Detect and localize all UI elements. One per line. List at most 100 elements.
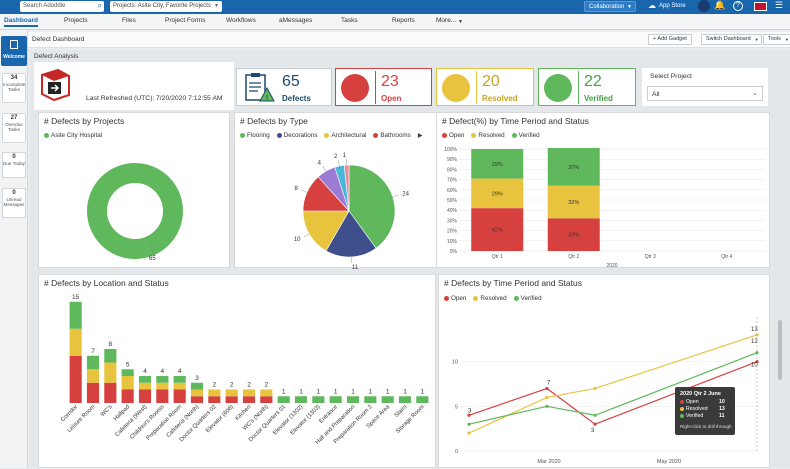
chevron-down-icon: ▼ [627, 4, 632, 10]
data-label: 65 [149, 256, 156, 262]
bar-data-label: 42% [492, 228, 503, 234]
bar-segment [260, 390, 272, 397]
kpi-resolved-label: Resolved [482, 94, 518, 103]
nav-dashboard[interactable]: Dashboard [4, 17, 38, 27]
bar-segment [70, 356, 82, 403]
bar-segment [191, 390, 203, 397]
help-icon[interactable]: ? [733, 1, 743, 11]
y-tick-label: 30% [447, 218, 458, 224]
y-tick-label: 70% [447, 178, 458, 184]
bar-segment [104, 383, 116, 403]
x-tick-label: Qtr 1 [492, 254, 503, 260]
bar-total-label: 7 [91, 348, 95, 355]
search-icon[interactable]: ⌕ [98, 1, 102, 11]
bar-segment [278, 396, 290, 403]
bar-segment [174, 376, 186, 383]
collaboration-button[interactable]: Collaboration ▼ [584, 1, 636, 12]
kpi-defects[interactable]: ! 65 Defects [236, 68, 332, 106]
pie-data-label: 24 [402, 192, 409, 198]
y-tick-label: 80% [447, 167, 458, 173]
nav-workflows[interactable]: Workflows [226, 17, 256, 24]
bar-segment [330, 396, 342, 403]
uk-flag-icon[interactable] [754, 2, 767, 11]
y-tick-label: 5 [455, 404, 458, 410]
pie-leader-line [323, 166, 326, 171]
bar-segment [139, 383, 151, 390]
donut-chart[interactable]: 65 [39, 113, 231, 269]
add-gadget-button[interactable]: + Add Gadget [648, 34, 692, 45]
bar-total-label: 1 [369, 388, 373, 395]
data-point [545, 387, 548, 390]
kpi-divider [578, 71, 579, 104]
tooltip-hint: Right-click to drill through [680, 424, 732, 429]
incomplete-tasks-label: Incomplete Tasks [3, 82, 25, 92]
welcome-label: Welcome [1, 54, 27, 60]
nav-more[interactable]: More... [436, 17, 456, 24]
home-icon [10, 40, 18, 49]
pie-data-label: 4 [318, 161, 322, 167]
data-point [593, 387, 596, 390]
y-tick-label: 0% [450, 249, 458, 255]
welcome-tab[interactable]: Welcome [1, 36, 27, 66]
avatar[interactable] [698, 0, 710, 12]
top-bar: Search Adoddle ⌕ Projects: Asite City, F… [0, 0, 790, 14]
kpi-verified-value: 22 [584, 73, 602, 91]
kpi-verified[interactable]: 22 Verified [538, 68, 636, 106]
nav-projects[interactable]: Projects [64, 17, 87, 24]
data-point [755, 351, 758, 354]
bar-segment [312, 396, 324, 403]
bar-data-label: 32% [568, 200, 579, 206]
y-tick-label: 100% [444, 147, 457, 153]
y-tick-label: 0 [455, 449, 458, 455]
nav-reports[interactable]: Reports [392, 17, 415, 24]
search-box[interactable]: Search Adoddle ⌕ [20, 1, 104, 12]
last-refreshed-label: Last Refreshed (UTC): [86, 95, 154, 102]
scrollbar[interactable] [778, 320, 782, 380]
nav-project-forms[interactable]: Project Forms [165, 17, 205, 24]
main-nav: Dashboard Projects Files Project Forms W… [0, 14, 790, 30]
projects-selector[interactable]: Projects: Asite City, Favorite Projects … [110, 1, 222, 12]
switch-dashboard-button[interactable]: Switch Dashboard▼ [701, 34, 762, 45]
pie-leader-line [393, 195, 399, 197]
bar-segment [416, 396, 428, 403]
tooltip-label: Verified [686, 413, 703, 419]
tooltip-dot [680, 400, 684, 404]
pie-leader-line [301, 190, 306, 192]
tools-label: Tools [768, 36, 781, 42]
bar-segment [382, 396, 394, 403]
tools-button[interactable]: Tools▼ [763, 34, 790, 45]
kpi-resolved[interactable]: 20 Resolved [436, 68, 534, 106]
bar-segment [139, 390, 151, 404]
chevron-down-icon[interactable]: ▼ [458, 19, 463, 25]
pie-leader-line [338, 160, 339, 166]
bar-total-label: 1 [299, 388, 303, 395]
bell-icon[interactable]: 🔔 [714, 0, 725, 11]
app-store-link[interactable]: App Store [659, 3, 686, 9]
kpi-open[interactable]: 23 Open [335, 68, 432, 106]
y-tick-label: 40% [447, 208, 458, 214]
nav-files[interactable]: Files [122, 17, 136, 24]
panel-defect-pct-by-time: # Defect(%) by Time Period and Status Op… [436, 112, 770, 268]
x-tick-label: WC's [100, 404, 114, 418]
kpi-defects-value: 65 [282, 73, 300, 91]
select-project-dropdown[interactable]: All ⌄ [647, 86, 763, 101]
bar-segment [226, 396, 238, 403]
search-input[interactable]: Search Adoddle [23, 3, 65, 9]
nav-amessages[interactable]: aMessages [279, 17, 312, 24]
menu-icon[interactable]: ☰ [775, 0, 783, 11]
stacked-percent-chart[interactable]: 0%10%20%30%40%50%60%70%80%90%100%42%29%2… [437, 113, 771, 269]
bar-total-label: 4 [161, 368, 165, 375]
bar-segment [174, 390, 186, 404]
nav-tasks[interactable]: Tasks [341, 17, 358, 24]
bar-total-label: 2 [213, 382, 217, 389]
data-point [545, 396, 548, 399]
verified-status-icon [544, 74, 572, 102]
